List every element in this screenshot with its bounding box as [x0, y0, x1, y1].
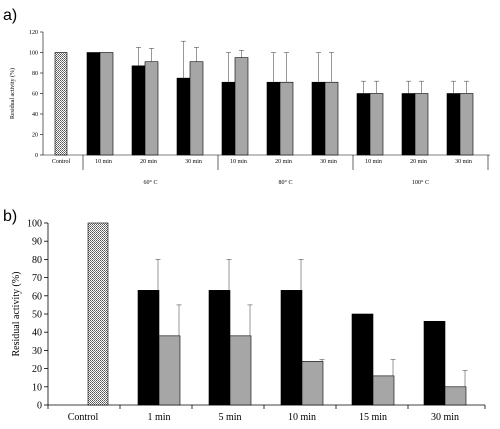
chart-a-bar-gray-2-0: [369, 93, 384, 156]
chart-b-ytick-label-3: 30: [32, 346, 42, 357]
chart-b-ytick-label-8: 80: [32, 255, 42, 266]
chart-b-err-black-2: [298, 259, 304, 291]
chart-a-bar-gray-0-1: [144, 61, 159, 156]
chart-b-bar-black-1: [208, 290, 231, 406]
chart-a-err-black-1-1: [271, 52, 276, 83]
chart-a-bar-gray-1-2: [324, 81, 339, 156]
chart-a-ytick-label-2: 40: [32, 112, 38, 118]
chart-a-err-gray-2-2: [464, 80, 469, 94]
chart-a-err-black-2-0: [361, 80, 366, 94]
chart-b-xtick-3: 15 min: [359, 412, 387, 423]
chart-a-err-black-1-0: [226, 52, 231, 83]
chart-b: 0 10 20 30 40 50 60 70 80 90 100 Residual activity …: [11, 219, 486, 423]
chart-a-bar-gray-2-2: [459, 93, 474, 156]
chart-a-xtick-1-1: 20 min: [275, 159, 292, 165]
chart-a-err-gray-0-1: [149, 48, 154, 62]
chart-a-bar-gray-0-2: [189, 61, 204, 156]
chart-a-ytick-label-5: 100: [29, 51, 38, 57]
chart-b-ytick-label-9: 90: [32, 237, 42, 248]
chart-b-bar-black-0: [137, 290, 160, 406]
panel-b-label: b): [3, 208, 17, 225]
chart-b-ytick-label-10: 100: [27, 219, 42, 230]
chart-a-xtick-1-2: 30 min: [320, 159, 337, 165]
chart-b-xtick-0: 1 min: [147, 412, 170, 423]
chart-a-err-black-2-2: [451, 80, 456, 94]
chart-a-bar-black-0-2: [176, 77, 191, 156]
chart-a-err-black-1-2: [316, 52, 321, 83]
chart-b-bar-gray-2: [301, 361, 324, 406]
chart-a-bar-black-0-0: [86, 52, 101, 156]
chart-b-err-gray-2: [319, 359, 325, 362]
chart-a-xtick-2-2: 30 min: [455, 159, 472, 165]
chart-b-ytick-label-7: 70: [32, 273, 42, 284]
chart-a-err-black-0-2: [181, 40, 186, 79]
chart-b-ytick-label-1: 10: [32, 382, 42, 393]
chart-a-ytick-label-6: 120: [29, 30, 38, 36]
chart-a-err-gray-2-0: [374, 80, 379, 94]
chart-b-bar-gray-4: [444, 386, 467, 406]
chart-b-bar-gray-1: [229, 335, 252, 406]
chart-a-y-label: Residual activity (%): [9, 68, 16, 119]
chart-b-err-black-0: [155, 259, 161, 291]
chart-a-xtick-control: Control: [52, 159, 71, 165]
chart-a-xtick-0-1: 20 min: [140, 159, 157, 165]
chart-a-group-label-1: 80° C: [279, 179, 293, 186]
chart-a-err-gray-2-1: [419, 80, 424, 94]
chart-b-xtick-1: 5 min: [218, 412, 241, 423]
chart-b-xtick-4: 30 min: [431, 412, 459, 423]
chart-a-err-gray-1-2: [329, 52, 334, 83]
chart-a-xtick-2-0: 10 min: [365, 159, 382, 165]
chart-a-bar-black-2-1: [401, 93, 416, 156]
chart-a-bar-black-1-1: [266, 81, 281, 156]
chart-b-err-gray-1: [247, 304, 253, 336]
chart-b-bar-black-2: [280, 290, 303, 406]
chart-a-err-gray-1-1: [284, 52, 289, 83]
chart-a-ytick-label-3: 60: [32, 92, 38, 98]
chart-b-err-gray-3: [390, 359, 396, 376]
chart-a-bar-black-2-2: [446, 93, 461, 156]
chart-a-bar-black-1-2: [311, 81, 326, 156]
chart-a-bar-control: [54, 52, 68, 156]
chart-b-ytick-label-2: 20: [32, 364, 42, 375]
panel-a-label: a): [3, 7, 17, 24]
chart-a-err-black-2-1: [406, 80, 411, 94]
chart-a-bar-black-1-0: [221, 81, 236, 156]
chart-b-ytick-label-0: 0: [37, 401, 42, 412]
chart-b-bar-gray-0: [158, 335, 181, 406]
chart-a: 0 20 40 60 80 100 120 Residual activity (%) Cont…: [9, 30, 490, 186]
chart-a-bar-black-0-1: [131, 65, 146, 156]
chart-a-err-black-0-1: [136, 47, 141, 66]
chart-a-xtick-2-1: 20 min: [410, 159, 427, 165]
chart-b-bar-gray-3: [372, 375, 395, 406]
chart-a-bar-gray-2-1: [414, 93, 429, 156]
chart-a-ytick-label-1: 20: [32, 133, 38, 139]
chart-a-ytick-label-0: 0: [35, 153, 38, 159]
chart-b-ytick-label-4: 40: [32, 328, 42, 339]
chart-b-y-label: Residual activity (%): [11, 272, 22, 357]
chart-b-ytick-label-5: 50: [32, 310, 42, 321]
chart-a-bar-gray-1-1: [279, 81, 294, 156]
chart-a-bar-black-2-0: [356, 93, 371, 156]
chart-b-bar-control: [87, 222, 109, 406]
chart-b-err-gray-4: [462, 370, 468, 387]
chart-b-bar-black-3: [351, 313, 374, 406]
chart-a-err-gray-0-2: [194, 47, 199, 62]
chart-b-xtick-control: Control: [68, 412, 99, 423]
chart-b-bar-black-4: [423, 320, 446, 406]
chart-a-xtick-0-0: 10 min: [95, 159, 112, 165]
chart-a-bar-gray-1-0: [234, 57, 249, 156]
chart-b-ytick-label-6: 60: [32, 291, 42, 302]
chart-a-bar-gray-0-0: [99, 52, 114, 156]
chart-a-xtick-1-0: 10 min: [230, 159, 247, 165]
chart-b-xtick-2: 10 min: [288, 412, 316, 423]
chart-a-ytick-label-4: 80: [32, 71, 38, 77]
chart-b-err-gray-0: [176, 304, 182, 336]
chart-a-err-gray-1-0: [239, 50, 244, 58]
chart-a-xtick-0-2: 30 min: [185, 159, 202, 165]
chart-a-group-label-2: 100° C: [412, 179, 429, 186]
chart-b-err-black-1: [226, 259, 232, 291]
chart-a-group-label-0: 60° C: [144, 179, 158, 186]
